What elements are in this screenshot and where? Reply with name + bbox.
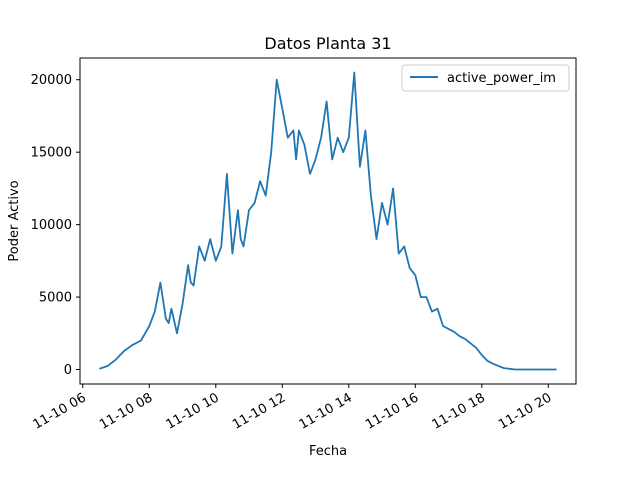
legend-box xyxy=(401,64,570,92)
series-line-active_power_im xyxy=(99,71,557,371)
plot-area xyxy=(99,71,557,371)
chart-title: Datos Planta 31 xyxy=(264,34,391,53)
y-axis-ticks: 0 5000 10000 15000 20000 xyxy=(31,73,80,378)
axes-frame xyxy=(79,57,577,385)
x-axis-label: Fecha xyxy=(309,444,347,459)
y-tick-label: 20000 xyxy=(31,73,72,88)
legend: active_power_im xyxy=(401,64,570,92)
legend-label: active_power_im xyxy=(447,71,556,86)
y-tick-label: 10000 xyxy=(31,218,72,233)
y-tick-label: 5000 xyxy=(39,291,72,306)
y-tick-label: 0 xyxy=(64,363,72,378)
y-tick-label: 15000 xyxy=(31,146,72,161)
y-axis-label: Poder Activo xyxy=(7,180,22,261)
